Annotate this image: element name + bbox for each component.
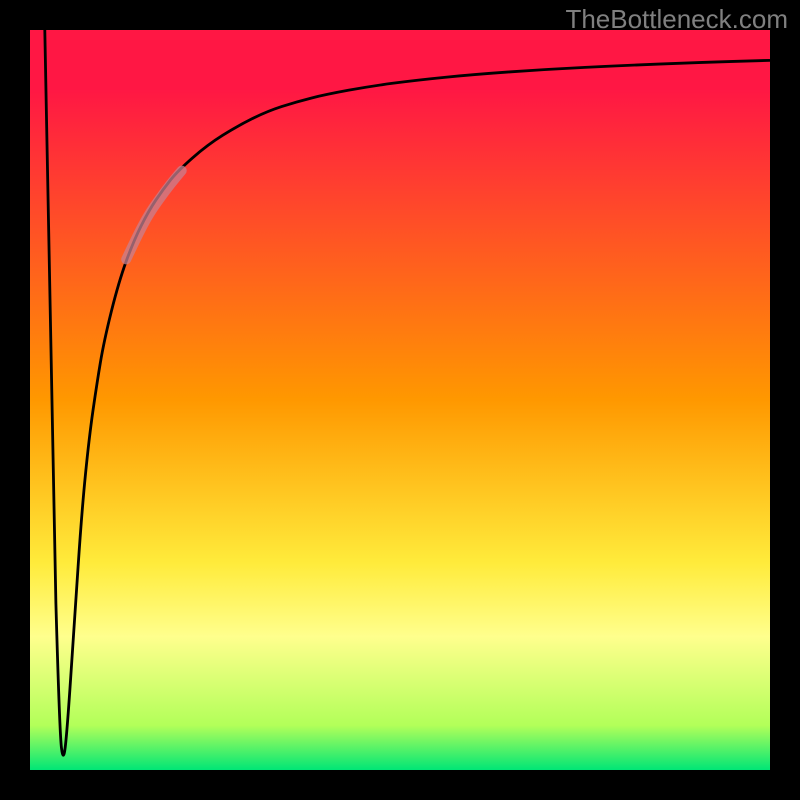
- curve-layer: [30, 30, 770, 770]
- watermark-text: TheBottleneck.com: [565, 4, 788, 35]
- plot-area: [30, 30, 770, 770]
- chart-container: TheBottleneck.com: [0, 0, 800, 800]
- highlight-segment: [126, 171, 182, 260]
- main-curve: [45, 30, 770, 755]
